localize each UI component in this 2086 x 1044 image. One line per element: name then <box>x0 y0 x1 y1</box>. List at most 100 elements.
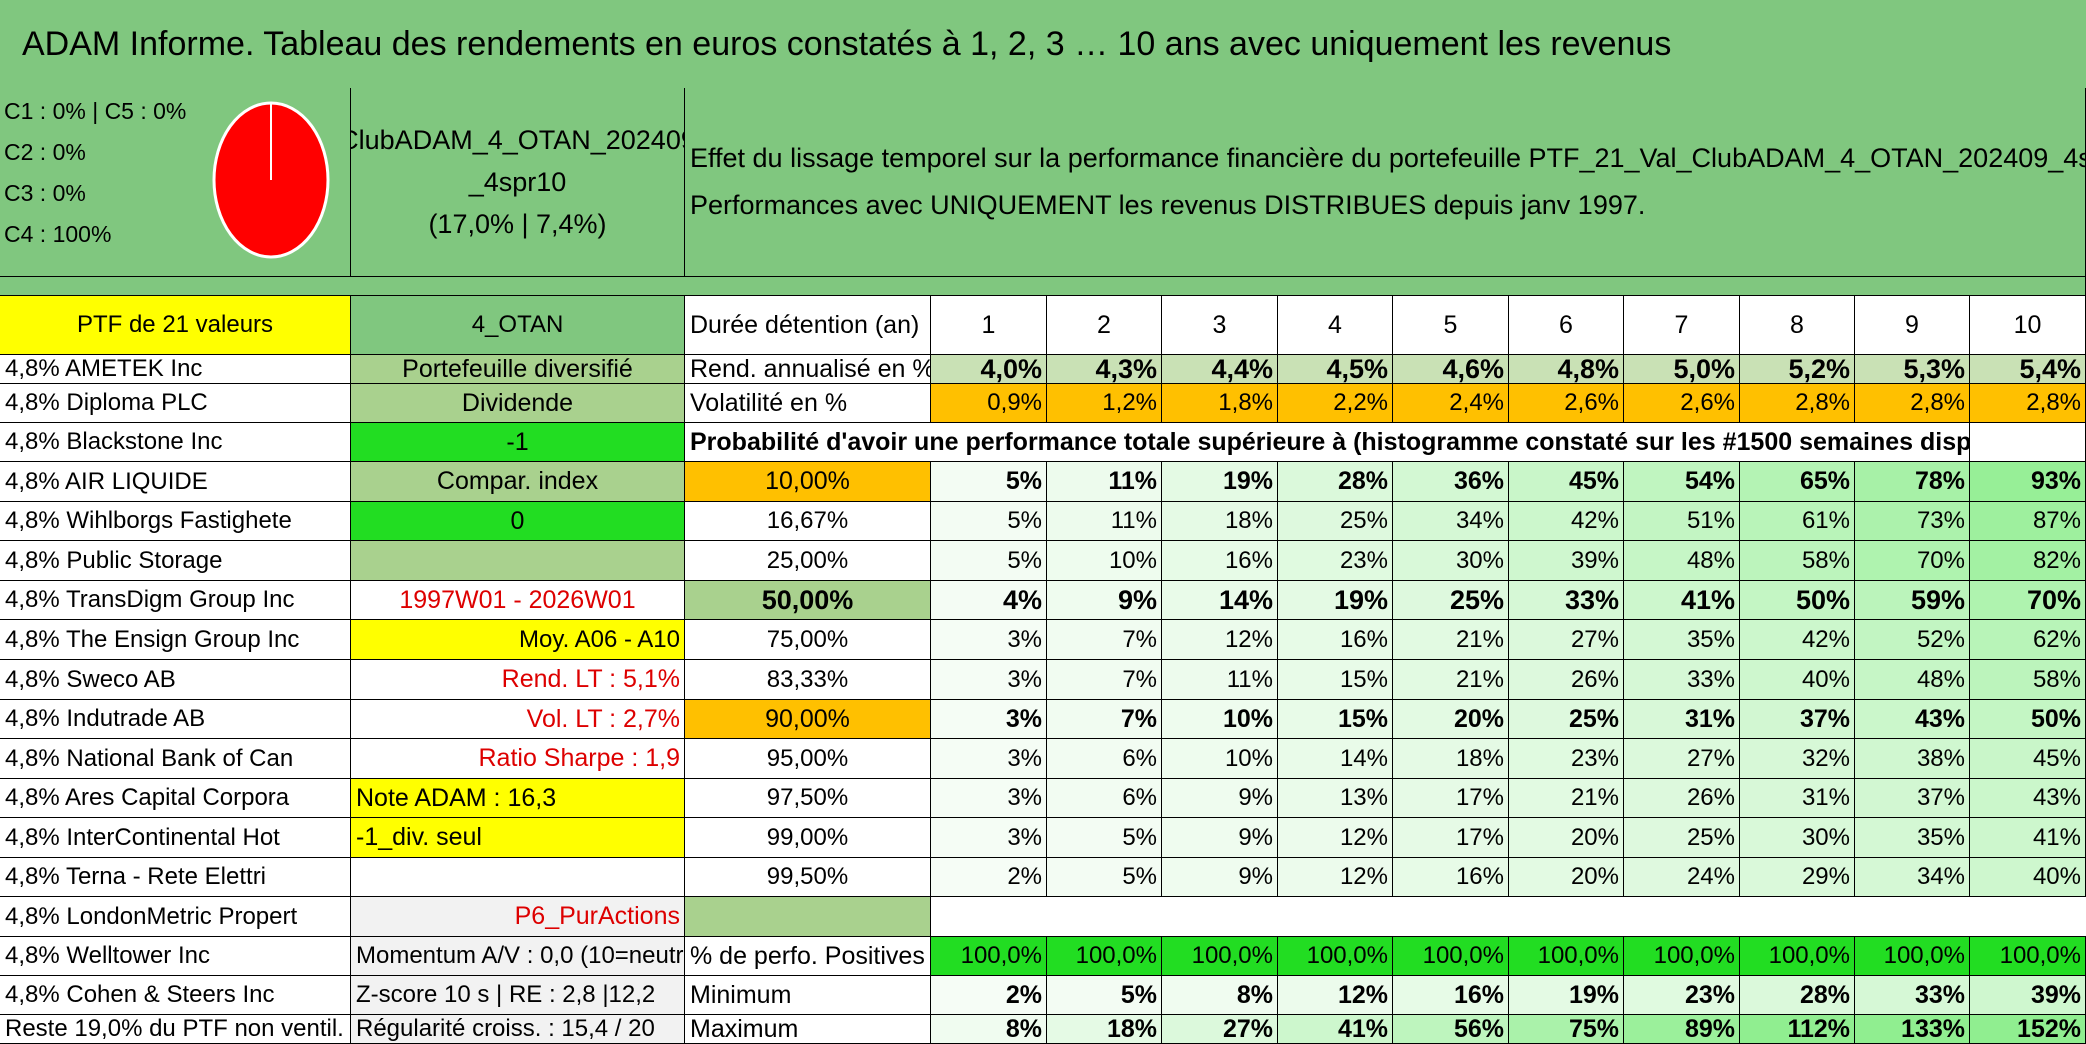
rend-value[interactable]: 4,8% <box>1509 355 1624 384</box>
holding-row[interactable]: 4,8% Public Storage <box>0 541 351 581</box>
probability-value[interactable]: 10% <box>1162 739 1278 779</box>
probability-value[interactable]: 70% <box>1855 541 1970 581</box>
probability-value[interactable]: 12% <box>1162 620 1278 660</box>
probability-value[interactable]: 93% <box>1970 462 2086 502</box>
probability-value[interactable]: 30% <box>1740 818 1855 858</box>
probability-value[interactable]: 3% <box>931 779 1047 818</box>
positive-value[interactable]: 100,0% <box>931 937 1047 976</box>
duration-label[interactable]: Durée détention (an) <box>685 296 931 355</box>
year-header[interactable]: 2 <box>1047 296 1162 355</box>
info-empty[interactable] <box>351 858 685 897</box>
probability-value[interactable]: 16% <box>1278 620 1393 660</box>
probability-value[interactable]: 15% <box>1278 700 1393 739</box>
probability-value[interactable]: 25% <box>1509 700 1624 739</box>
probability-value[interactable]: 27% <box>1509 620 1624 660</box>
probability-value[interactable]: 20% <box>1393 700 1509 739</box>
holding-row[interactable]: 4,8% Wihlborgs Fastighete <box>0 502 351 541</box>
vol-value[interactable]: 1,8% <box>1162 384 1278 423</box>
probability-header[interactable]: Probabilité d'avoir une performance tota… <box>685 423 1970 462</box>
probability-value[interactable]: 25% <box>1393 581 1509 620</box>
ptf-code[interactable]: 4_OTAN <box>351 296 685 355</box>
probability-value[interactable]: 23% <box>1278 541 1393 581</box>
probability-value[interactable]: 6% <box>1047 739 1162 779</box>
minimum-value[interactable]: 2% <box>931 976 1047 1015</box>
info-momentum[interactable]: Momentum A/V : 0,0 (10=neutre) <box>351 937 685 976</box>
positive-value[interactable]: 100,0% <box>1393 937 1509 976</box>
rend-value[interactable]: 5,0% <box>1624 355 1740 384</box>
probability-value[interactable]: 52% <box>1855 620 1970 660</box>
minimum-value[interactable]: 16% <box>1393 976 1509 1015</box>
positive-value[interactable]: 100,0% <box>1162 937 1278 976</box>
probability-value[interactable]: 14% <box>1278 739 1393 779</box>
positive-value[interactable]: 100,0% <box>1509 937 1624 976</box>
info-zscore[interactable]: Z-score 10 s | RE : 2,8 |12,2 <box>351 976 685 1015</box>
positive-value[interactable]: 100,0% <box>1855 937 1970 976</box>
positive-value[interactable]: 100,0% <box>1970 937 2086 976</box>
vol-label[interactable]: Volatilité en % <box>685 384 931 423</box>
info-regularite[interactable]: Régularité croiss. : 15,4 / 20 <box>351 1015 685 1044</box>
probability-value[interactable]: 37% <box>1855 779 1970 818</box>
probability-value[interactable]: 43% <box>1970 779 2086 818</box>
threshold-cell[interactable]: 97,50% <box>685 779 931 818</box>
probability-value[interactable]: 31% <box>1740 779 1855 818</box>
probability-value[interactable]: 14% <box>1162 581 1278 620</box>
probability-value[interactable]: 7% <box>1047 620 1162 660</box>
probability-value[interactable]: 17% <box>1393 818 1509 858</box>
holding-row[interactable]: 4,8% LondonMetric Propert <box>0 897 351 937</box>
minimum-value[interactable]: 5% <box>1047 976 1162 1015</box>
vol-value[interactable]: 0,9% <box>931 384 1047 423</box>
probability-value[interactable]: 16% <box>1162 541 1278 581</box>
probability-value[interactable]: 73% <box>1855 502 1970 541</box>
year-header[interactable]: 9 <box>1855 296 1970 355</box>
maximum-value[interactable]: 27% <box>1162 1015 1278 1044</box>
vol-value[interactable]: 2,6% <box>1624 384 1740 423</box>
maximum-value[interactable]: 75% <box>1509 1015 1624 1044</box>
maximum-value[interactable]: 89% <box>1624 1015 1740 1044</box>
holding-row[interactable]: 4,8% Cohen & Steers Inc <box>0 976 351 1015</box>
rend-value[interactable]: 5,4% <box>1970 355 2086 384</box>
maximum-value[interactable]: 41% <box>1278 1015 1393 1044</box>
threshold-cell[interactable]: 10,00% <box>685 462 931 502</box>
minimum-value[interactable]: 28% <box>1740 976 1855 1015</box>
positive-value[interactable]: 100,0% <box>1624 937 1740 976</box>
empty-cell[interactable] <box>1970 423 2086 462</box>
year-header[interactable]: 10 <box>1970 296 2086 355</box>
year-header[interactable]: 4 <box>1278 296 1393 355</box>
probability-value[interactable]: 18% <box>1393 739 1509 779</box>
probability-value[interactable]: 40% <box>1970 858 2086 897</box>
holding-row[interactable]: 4,8% Terna - Rete Elettri <box>0 858 351 897</box>
info-note[interactable]: Note ADAM : 16,3 <box>351 779 685 818</box>
holding-row[interactable]: 4,8% National Bank of Can <box>0 739 351 779</box>
threshold-cell[interactable]: 83,33% <box>685 660 931 700</box>
info-dividend[interactable]: Dividende <box>351 384 685 423</box>
holding-row[interactable]: 4,8% InterContinental Hot <box>0 818 351 858</box>
probability-value[interactable]: 25% <box>1278 502 1393 541</box>
probability-value[interactable]: 42% <box>1740 620 1855 660</box>
holding-row[interactable]: 4,8% Diploma PLC <box>0 384 351 423</box>
probability-value[interactable]: 18% <box>1162 502 1278 541</box>
minimum-value[interactable]: 23% <box>1624 976 1740 1015</box>
probability-value[interactable]: 6% <box>1047 779 1162 818</box>
minimum-value[interactable]: 19% <box>1509 976 1624 1015</box>
maximum-value[interactable]: 18% <box>1047 1015 1162 1044</box>
vol-value[interactable]: 2,2% <box>1278 384 1393 423</box>
minimum-value[interactable]: 8% <box>1162 976 1278 1015</box>
maximum-value[interactable]: 56% <box>1393 1015 1509 1044</box>
probability-value[interactable]: 45% <box>1970 739 2086 779</box>
probability-value[interactable]: 78% <box>1855 462 1970 502</box>
probability-value[interactable]: 30% <box>1393 541 1509 581</box>
probability-value[interactable]: 45% <box>1509 462 1624 502</box>
rend-label[interactable]: Rend. annualisé en % <box>685 355 931 384</box>
probability-value[interactable]: 39% <box>1509 541 1624 581</box>
info-empty[interactable] <box>351 541 685 581</box>
probability-value[interactable]: 20% <box>1509 818 1624 858</box>
year-header[interactable]: 7 <box>1624 296 1740 355</box>
probability-value[interactable]: 19% <box>1278 581 1393 620</box>
probability-value[interactable]: 32% <box>1740 739 1855 779</box>
probability-value[interactable]: 33% <box>1509 581 1624 620</box>
threshold-cell[interactable]: 25,00% <box>685 541 931 581</box>
vol-value[interactable]: 2,8% <box>1740 384 1855 423</box>
info-vol-lt[interactable]: Vol. LT : 2,7% <box>351 700 685 739</box>
holding-row[interactable]: 4,8% Sweco AB <box>0 660 351 700</box>
probability-value[interactable]: 82% <box>1970 541 2086 581</box>
